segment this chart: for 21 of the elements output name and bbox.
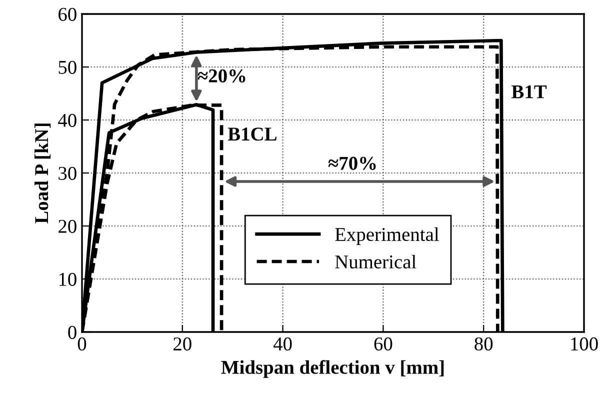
legend-label: Numerical [335, 254, 416, 268]
y-axis-title: Load P [kN] [34, 124, 51, 224]
y-tick-label: 30 [58, 166, 76, 180]
annotation: ≈70% [328, 156, 376, 170]
x-tick-label: 80 [474, 337, 493, 351]
x-tick-label: 100 [571, 337, 598, 351]
x-tick-label: 40 [273, 337, 292, 351]
legend-label: Experimental [335, 227, 439, 245]
annotation: B1T [512, 85, 547, 98]
annotation: B1CL [228, 128, 276, 141]
x-tick-label: 20 [174, 337, 192, 351]
y-tick-label: 20 [58, 220, 76, 233]
y-tick-label: 0 [68, 326, 76, 339]
annotation: ≈20% [198, 69, 246, 83]
y-tick-label: 40 [58, 114, 76, 127]
y-tick-label: 50 [58, 60, 76, 74]
y-tick-label: 60 [58, 8, 76, 21]
y-tick-label: 10 [59, 272, 76, 286]
x-tick-label: 0 [78, 337, 86, 351]
x-tick-label: 60 [374, 337, 392, 351]
x-axis-title: Midspan deflection v [mm] [221, 360, 444, 378]
